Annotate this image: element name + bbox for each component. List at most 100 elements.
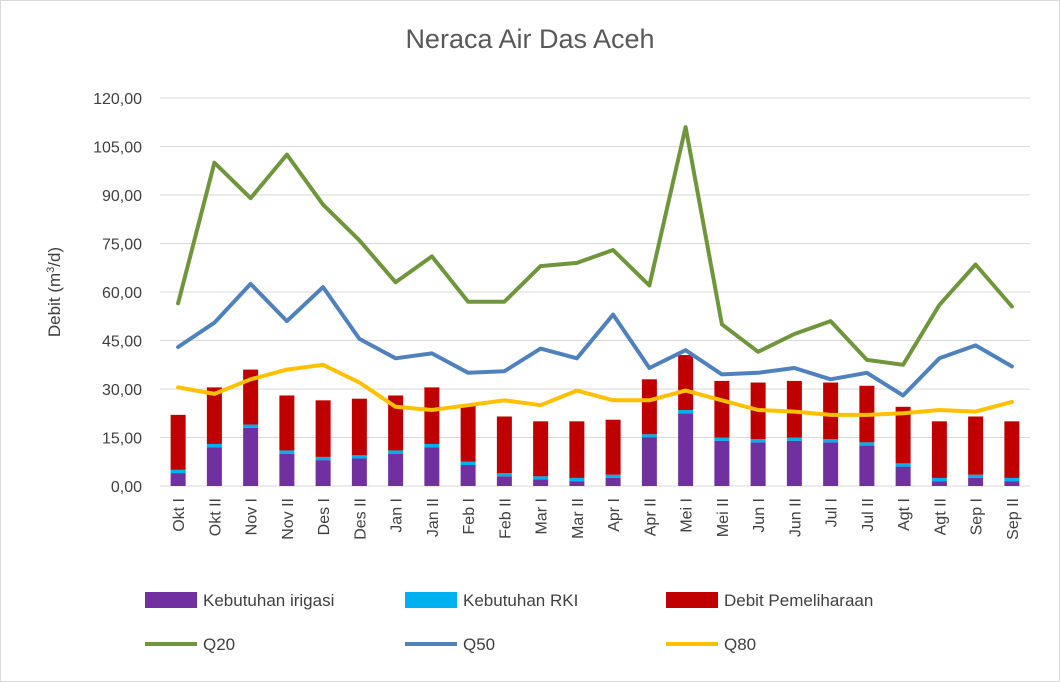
bar-debit-pemeliharaan xyxy=(243,369,259,425)
x-tick-label: Apr II xyxy=(642,498,659,536)
bar-kebutuhan-irigasi xyxy=(714,440,730,486)
bar-debit-pemeliharaan xyxy=(1004,421,1020,478)
x-tick-labels: Okt I Okt II Nov I Nov II Des I Des II Jan I Ja… xyxy=(171,498,1022,540)
bar-kebutuhan-rki xyxy=(1004,477,1020,482)
bar-debit-pemeliharaan xyxy=(170,414,186,470)
legend-label-kebutuhan-irigasi: Kebutuhan irigasi xyxy=(203,591,334,610)
x-tick-label: Sep II xyxy=(1005,498,1022,540)
bar-kebutuhan-rki xyxy=(931,477,947,482)
bar-kebutuhan-rki xyxy=(895,463,911,467)
bar-kebutuhan-rki xyxy=(569,477,585,482)
bar-debit-pemeliharaan xyxy=(315,400,331,457)
bar-kebutuhan-irigasi xyxy=(968,477,984,486)
x-tick-label: Jul I xyxy=(824,498,841,527)
x-tick-label: Jan I xyxy=(389,498,406,533)
bar-kebutuhan-irigasi xyxy=(750,442,766,486)
bar-kebutuhan-irigasi xyxy=(895,466,911,486)
y-tick-labels: 0,00 15,00 30,00 45,00 60,00 75,00 90,00 105,00… xyxy=(93,91,142,496)
legend: Kebutuhan irigasi Kebutuhan RKI Debit Peme… xyxy=(145,591,873,654)
x-tick-label: Des I xyxy=(316,498,333,535)
bar-kebutuhan-rki xyxy=(351,455,367,459)
y-tick-label: 0,00 xyxy=(111,479,142,496)
bar-debit-pemeliharaan xyxy=(460,405,476,462)
bar-kebutuhan-irigasi xyxy=(243,427,259,486)
y-tick-label: 15,00 xyxy=(102,431,142,448)
x-tick-label: Okt II xyxy=(207,498,224,536)
y-tick-label: 30,00 xyxy=(102,382,142,399)
x-tick-label: Mar I xyxy=(534,498,551,534)
bar-series xyxy=(170,355,1020,486)
legend-label-kebutuhan-rki: Kebutuhan RKI xyxy=(463,591,578,610)
line-q20 xyxy=(176,125,1014,367)
bar-debit-pemeliharaan xyxy=(678,355,694,411)
bar-kebutuhan-rki xyxy=(678,410,694,414)
bar-debit-pemeliharaan xyxy=(968,416,984,475)
y-axis-label-end: /d) xyxy=(45,247,64,267)
x-tick-label: Agt I xyxy=(896,498,913,531)
bar-kebutuhan-rki xyxy=(170,469,186,474)
gridlines xyxy=(160,97,1030,487)
bar-kebutuhan-irigasi xyxy=(424,447,440,486)
bar-kebutuhan-rki xyxy=(279,450,295,454)
bar-kebutuhan-rki xyxy=(424,443,440,448)
bar-kebutuhan-rki xyxy=(859,442,875,446)
x-tick-label: Jun II xyxy=(787,498,804,537)
legend-swatch-kebutuhan-irigasi xyxy=(145,592,197,608)
bar-kebutuhan-irigasi xyxy=(351,458,367,486)
x-tick-label: Okt I xyxy=(171,498,188,532)
bar-kebutuhan-irigasi xyxy=(206,447,222,486)
bar-kebutuhan-rki xyxy=(315,456,331,461)
legend-label-debit-pemeliharaan: Debit Pemeliharaan xyxy=(724,591,873,610)
bar-kebutuhan-rki xyxy=(388,450,404,454)
bar-kebutuhan-rki xyxy=(243,424,259,428)
bar-debit-pemeliharaan xyxy=(895,406,911,464)
bar-kebutuhan-irigasi xyxy=(823,442,839,486)
x-tick-label: Feb II xyxy=(497,498,514,539)
x-tick-label: Jan II xyxy=(425,498,442,537)
x-tick-label: Sep I xyxy=(969,498,986,535)
x-tick-label: Agt II xyxy=(932,498,949,535)
x-tick-label: Jul II xyxy=(860,498,877,532)
bar-kebutuhan-rki xyxy=(750,439,766,443)
bar-debit-pemeliharaan xyxy=(641,379,657,435)
legend-swatch-kebutuhan-rki xyxy=(405,592,457,608)
bar-kebutuhan-irigasi xyxy=(460,464,476,486)
x-tick-label: Feb I xyxy=(461,498,478,534)
x-tick-label: Jun I xyxy=(751,498,768,533)
bar-kebutuhan-rki xyxy=(641,434,657,438)
bar-kebutuhan-rki xyxy=(496,473,512,477)
bar-debit-pemeliharaan xyxy=(351,398,367,456)
y-tick-label: 75,00 xyxy=(102,237,142,254)
bar-debit-pemeliharaan xyxy=(605,419,621,475)
bar-debit-pemeliharaan xyxy=(714,380,730,438)
line-q80 xyxy=(176,362,1014,417)
bar-kebutuhan-irigasi xyxy=(279,453,295,486)
bar-debit-pemeliharaan xyxy=(206,387,222,444)
y-tick-label: 60,00 xyxy=(102,285,142,302)
bar-kebutuhan-irigasi xyxy=(786,440,802,486)
bar-kebutuhan-rki xyxy=(968,474,984,478)
bar-kebutuhan-irigasi xyxy=(569,481,585,486)
x-tick-label: Apr I xyxy=(606,498,623,532)
bar-kebutuhan-rki xyxy=(533,476,549,480)
x-tick-label: Des II xyxy=(352,498,369,540)
y-axis-label-main: Debit (m xyxy=(45,273,64,337)
bar-kebutuhan-irigasi xyxy=(496,476,512,486)
bar-kebutuhan-rki xyxy=(206,443,222,448)
y-axis-label: Debit (m3/d) xyxy=(45,247,64,337)
legend-label-q80: Q80 xyxy=(724,635,756,654)
y-axis-label-sup: 3 xyxy=(45,267,57,273)
bar-kebutuhan-irigasi xyxy=(678,413,694,486)
bar-debit-pemeliharaan xyxy=(823,382,839,440)
y-tick-label: 45,00 xyxy=(102,334,142,351)
x-tick-label: Mei I xyxy=(679,498,696,533)
bar-debit-pemeliharaan xyxy=(424,387,440,444)
bar-kebutuhan-rki xyxy=(605,474,621,478)
legend-swatch-debit-pemeliharaan xyxy=(666,592,718,608)
bar-kebutuhan-rki xyxy=(460,461,476,465)
y-tick-label: 120,00 xyxy=(93,91,142,108)
bar-debit-pemeliharaan xyxy=(533,421,549,477)
bar-kebutuhan-irigasi xyxy=(170,473,186,486)
bar-kebutuhan-irigasi xyxy=(315,460,331,486)
